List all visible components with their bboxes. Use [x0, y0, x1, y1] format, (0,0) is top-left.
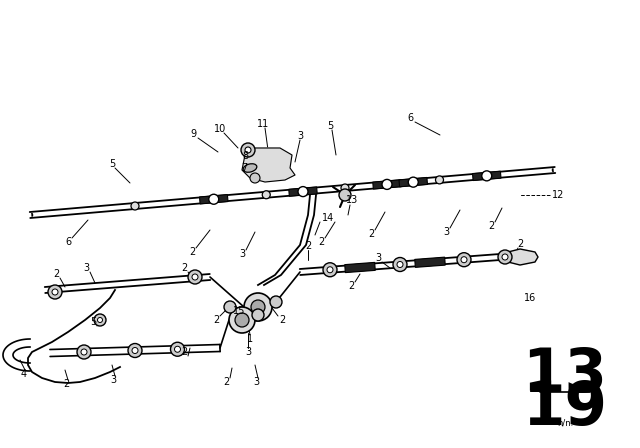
Text: 3: 3 — [245, 347, 251, 357]
Text: 6: 6 — [407, 113, 413, 123]
Circle shape — [435, 176, 444, 184]
Text: 15: 15 — [233, 306, 245, 316]
Text: n/n.: n/n. — [557, 418, 573, 427]
Text: 19: 19 — [522, 379, 607, 438]
Text: 8: 8 — [242, 151, 248, 161]
Circle shape — [94, 314, 106, 326]
Circle shape — [339, 189, 351, 201]
Circle shape — [77, 345, 91, 359]
Circle shape — [251, 300, 265, 314]
Text: 6: 6 — [65, 237, 71, 247]
Text: 2: 2 — [305, 241, 311, 251]
Circle shape — [382, 179, 392, 190]
Bar — [415, 257, 445, 267]
Polygon shape — [500, 249, 538, 265]
Bar — [372, 180, 401, 189]
Circle shape — [52, 289, 58, 295]
Text: 2: 2 — [517, 239, 523, 249]
Text: 13: 13 — [346, 195, 358, 205]
Circle shape — [457, 253, 471, 267]
Text: 11: 11 — [257, 119, 269, 129]
Text: 3: 3 — [110, 375, 116, 385]
Text: 2: 2 — [348, 281, 354, 291]
Text: 2: 2 — [223, 377, 229, 387]
Circle shape — [262, 191, 270, 199]
Circle shape — [245, 147, 251, 153]
Circle shape — [408, 177, 419, 187]
Text: 13: 13 — [522, 345, 607, 405]
Circle shape — [235, 313, 249, 327]
Text: 2: 2 — [488, 221, 494, 231]
Text: 3: 3 — [253, 377, 259, 387]
Text: 3: 3 — [443, 227, 449, 237]
Text: 2: 2 — [53, 269, 59, 279]
Text: 5: 5 — [327, 121, 333, 131]
Circle shape — [132, 348, 138, 353]
Circle shape — [482, 171, 492, 181]
Circle shape — [298, 187, 308, 197]
Circle shape — [270, 296, 282, 308]
Text: 12: 12 — [552, 190, 564, 200]
Text: 2: 2 — [181, 263, 187, 273]
Text: 5: 5 — [90, 317, 96, 327]
Circle shape — [188, 270, 202, 284]
Text: 2: 2 — [279, 315, 285, 325]
Circle shape — [131, 202, 139, 210]
Circle shape — [81, 349, 87, 355]
Text: 16: 16 — [524, 293, 536, 303]
Circle shape — [244, 293, 272, 321]
Text: 3: 3 — [297, 131, 303, 141]
Circle shape — [341, 184, 349, 192]
Circle shape — [175, 346, 180, 352]
Text: 2: 2 — [189, 247, 195, 257]
Circle shape — [393, 258, 407, 271]
Bar — [289, 187, 317, 196]
Bar — [200, 194, 228, 204]
Circle shape — [323, 263, 337, 277]
Circle shape — [250, 173, 260, 183]
Circle shape — [209, 194, 219, 204]
Circle shape — [48, 285, 62, 299]
Circle shape — [502, 254, 508, 260]
Text: 2: 2 — [368, 229, 374, 239]
Circle shape — [192, 274, 198, 280]
Circle shape — [327, 267, 333, 273]
Circle shape — [498, 250, 512, 264]
Circle shape — [128, 344, 142, 358]
Text: 7: 7 — [241, 163, 247, 173]
Circle shape — [97, 318, 102, 323]
Text: 4: 4 — [21, 369, 27, 379]
Circle shape — [397, 262, 403, 267]
Bar — [399, 177, 428, 187]
Text: 9: 9 — [190, 129, 196, 139]
Bar — [345, 263, 375, 273]
Circle shape — [252, 309, 264, 321]
Text: 3: 3 — [239, 249, 245, 259]
Polygon shape — [242, 148, 295, 182]
Text: 2: 2 — [318, 237, 324, 247]
Bar — [472, 171, 501, 181]
Text: 2: 2 — [63, 379, 69, 389]
Text: 3: 3 — [83, 263, 89, 273]
Text: 2: 2 — [181, 347, 187, 357]
Text: 2: 2 — [213, 315, 219, 325]
Text: 5: 5 — [109, 159, 115, 169]
Circle shape — [229, 307, 255, 333]
Text: 10: 10 — [214, 124, 226, 134]
Circle shape — [224, 301, 236, 313]
Text: 14: 14 — [322, 213, 334, 223]
Ellipse shape — [243, 164, 257, 172]
Circle shape — [461, 257, 467, 263]
Circle shape — [241, 143, 255, 157]
Circle shape — [170, 342, 184, 356]
Text: 1: 1 — [247, 334, 253, 344]
Text: 3: 3 — [375, 253, 381, 263]
